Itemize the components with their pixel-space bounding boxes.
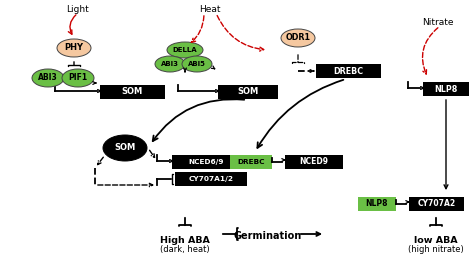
Text: Nitrate: Nitrate (422, 18, 454, 27)
Bar (172, 155, 240, 169)
Ellipse shape (62, 69, 94, 87)
Text: CY707A1/2: CY707A1/2 (189, 176, 234, 182)
Bar (316, 64, 381, 78)
Ellipse shape (281, 29, 315, 47)
Ellipse shape (103, 135, 147, 161)
Text: ABI5: ABI5 (188, 61, 206, 67)
FancyArrowPatch shape (217, 15, 264, 51)
Bar (230, 155, 272, 169)
Text: SOM: SOM (114, 144, 136, 153)
Bar (358, 197, 396, 211)
Text: SOM: SOM (237, 88, 259, 96)
FancyArrowPatch shape (257, 80, 343, 148)
Text: (high nitrate): (high nitrate) (408, 245, 464, 254)
Bar (423, 82, 469, 96)
Text: ABI3: ABI3 (38, 73, 58, 82)
Text: SOM: SOM (122, 88, 143, 96)
FancyArrowPatch shape (150, 150, 155, 157)
Bar (100, 85, 165, 99)
Bar (285, 155, 343, 169)
Text: Heat: Heat (199, 5, 221, 14)
Text: NLP8: NLP8 (434, 85, 458, 93)
Text: Germination: Germination (234, 231, 302, 241)
Text: NCED6/9: NCED6/9 (188, 159, 224, 165)
Bar (175, 172, 247, 186)
Ellipse shape (32, 69, 64, 87)
Ellipse shape (182, 56, 212, 72)
FancyArrowPatch shape (98, 157, 103, 164)
Text: PIF1: PIF1 (68, 73, 88, 82)
Text: NCED9: NCED9 (300, 157, 328, 166)
Ellipse shape (57, 39, 91, 57)
Text: High ABA: High ABA (160, 236, 210, 245)
Text: (dark, heat): (dark, heat) (160, 245, 210, 254)
Bar (409, 197, 464, 211)
Bar (218, 85, 278, 99)
Text: ABI3: ABI3 (161, 61, 179, 67)
Text: low ABA: low ABA (414, 236, 458, 245)
FancyArrowPatch shape (191, 16, 204, 42)
FancyArrowPatch shape (98, 183, 153, 187)
FancyArrowPatch shape (68, 15, 76, 34)
Text: CY707A2: CY707A2 (418, 199, 456, 208)
FancyArrowPatch shape (153, 99, 244, 141)
Text: NLP8: NLP8 (366, 199, 388, 208)
Text: DREBC: DREBC (237, 159, 265, 165)
Text: Light: Light (67, 5, 90, 14)
Text: PHY: PHY (64, 44, 83, 53)
Text: DREBC: DREBC (333, 66, 364, 76)
Ellipse shape (167, 42, 203, 58)
FancyArrowPatch shape (422, 28, 438, 74)
Text: ODR1: ODR1 (285, 34, 310, 43)
Text: DELLA: DELLA (173, 47, 197, 53)
Ellipse shape (155, 56, 185, 72)
